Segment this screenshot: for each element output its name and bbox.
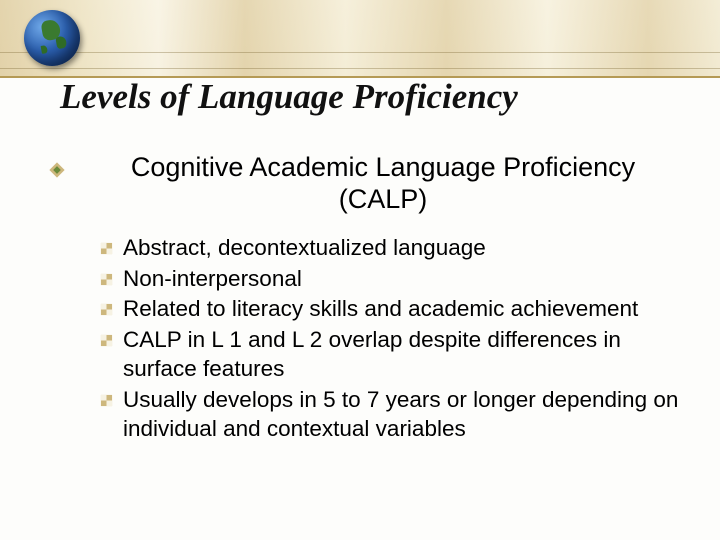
- level2-item: Non-interpersonal: [100, 265, 690, 294]
- banner-line: [0, 68, 720, 69]
- bullet-text: Abstract, decontextualized language: [123, 234, 486, 263]
- globe-icon: [24, 10, 80, 66]
- header-banner: [0, 0, 720, 78]
- level2-item: Abstract, decontextualized language: [100, 234, 690, 263]
- level2-item: CALP in L 1 and L 2 overlap despite diff…: [100, 326, 690, 384]
- bullet-text: Non-interpersonal: [123, 265, 302, 294]
- banner-line: [0, 52, 720, 53]
- bullet-text: CALP in L 1 and L 2 overlap despite diff…: [123, 326, 690, 384]
- bullet-text: Related to literacy skills and academic …: [123, 295, 638, 324]
- slide-title: Levels of Language Proficiency: [60, 79, 700, 116]
- square-bullet-icon: [100, 303, 113, 316]
- content-area: Cognitive Academic Language Proficiency …: [48, 152, 690, 445]
- heading-line1: Cognitive Academic Language Proficiency: [131, 152, 635, 182]
- level1-heading: Cognitive Academic Language Proficiency …: [76, 152, 690, 216]
- level2-list: Abstract, decontextualized language Non-…: [48, 234, 690, 444]
- square-bullet-icon: [100, 334, 113, 347]
- square-bullet-icon: [100, 394, 113, 407]
- square-bullet-icon: [100, 273, 113, 286]
- level2-item: Related to literacy skills and academic …: [100, 295, 690, 324]
- level1-item: Cognitive Academic Language Proficiency …: [48, 152, 690, 216]
- square-bullet-icon: [100, 242, 113, 255]
- heading-line2: (CALP): [339, 184, 428, 214]
- bullet-text: Usually develops in 5 to 7 years or long…: [123, 386, 690, 444]
- level2-item: Usually develops in 5 to 7 years or long…: [100, 386, 690, 444]
- diamond-bullet-icon: [48, 161, 66, 179]
